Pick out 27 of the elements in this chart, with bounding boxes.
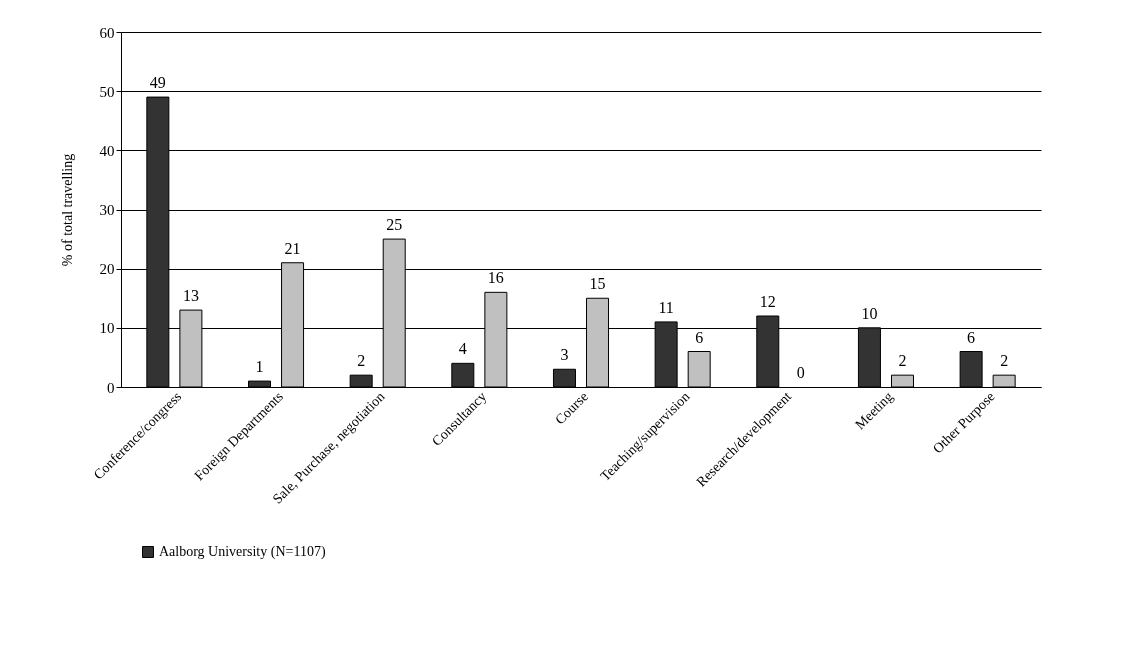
y-tick-label: 20 (99, 261, 115, 278)
data-label: 2 (898, 352, 907, 370)
y-tick-label: 10 (99, 320, 115, 337)
data-label: 11 (658, 298, 674, 316)
data-label: 0 (796, 364, 805, 381)
data-label: 49 (149, 74, 166, 92)
data-label: 10 (861, 304, 878, 322)
y-tick-label: 30 (99, 202, 115, 218)
data-label: 6 (695, 328, 704, 346)
data-label: 12 (759, 293, 776, 310)
data-label: 6 (967, 328, 976, 346)
data-label: 2 (1000, 352, 1009, 370)
data-label: 2 (357, 352, 366, 370)
data-label: 3 (560, 346, 569, 364)
data-label: 16 (487, 269, 504, 287)
data-label: 15 (589, 275, 606, 293)
data-label: 21 (284, 239, 301, 257)
y-tick-label: 40 (99, 142, 115, 159)
y-tick-label: 50 (99, 83, 115, 100)
legend-label: Aalborg University (N=1107) (159, 544, 326, 560)
data-label: 25 (386, 216, 403, 234)
data-label: 1 (255, 358, 264, 376)
y-tick-label: 60 (99, 24, 115, 41)
y-axis-title: % of total travelling (59, 153, 75, 267)
data-label: 4 (458, 340, 467, 358)
y-tick-label: 0 (107, 379, 115, 396)
data-label: 13 (182, 287, 199, 305)
